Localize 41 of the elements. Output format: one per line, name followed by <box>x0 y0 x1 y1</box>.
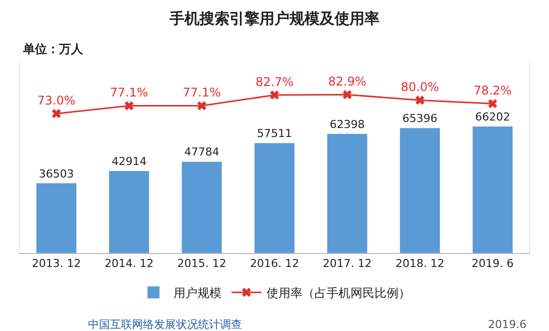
data-label: 78.2% <box>474 84 512 98</box>
data-label: 57511 <box>257 127 292 140</box>
bar <box>400 128 440 253</box>
data-label: 36503 <box>38 167 74 180</box>
data-label: 47784 <box>184 146 220 159</box>
data-label: 77.1% <box>110 86 148 100</box>
data-label: 73.0% <box>37 94 76 108</box>
x-tick-label: 2018. 12 <box>395 257 444 270</box>
data-label: 66202 <box>475 110 510 124</box>
point <box>488 99 498 108</box>
text: 2019.6 <box>488 318 526 331</box>
bar <box>327 134 368 253</box>
x-tick-label: 2015. 12 <box>177 257 226 270</box>
bar <box>472 126 513 253</box>
data-label: 77.1% <box>182 86 221 100</box>
point <box>124 101 134 110</box>
bar <box>109 171 150 253</box>
bar <box>182 162 222 253</box>
bar <box>36 183 76 253</box>
x-tick-label: 2013. 12 <box>32 257 81 270</box>
legend-label: 用户规模 <box>174 286 222 300</box>
data-label: 62398 <box>330 118 365 131</box>
bar <box>254 143 294 253</box>
point <box>197 101 206 110</box>
data-label: 80.0% <box>400 80 439 94</box>
legend-label: 使用率（占手机网民比例） <box>266 286 410 300</box>
chart-title: 手机搜索引擎用户规模及使用率 <box>168 10 380 28</box>
data-label: 65396 <box>402 112 438 126</box>
data-label: 82.9% <box>328 74 366 89</box>
x-tick-label: 2016. 12 <box>250 257 299 270</box>
x-tick-label: 2014. 12 <box>104 257 154 270</box>
text: 中国互联网络发展状况统计调查 <box>88 318 242 331</box>
point <box>270 90 280 100</box>
point <box>52 109 61 118</box>
point <box>415 96 424 105</box>
data-label: 42914 <box>112 155 147 168</box>
point <box>342 90 352 100</box>
data-label: 82.7% <box>255 75 294 90</box>
text: 单位：万人 <box>22 42 84 56</box>
x-tick-label: 2019. 6 <box>472 257 514 270</box>
x-tick-label: 2017. 12 <box>322 257 372 270</box>
